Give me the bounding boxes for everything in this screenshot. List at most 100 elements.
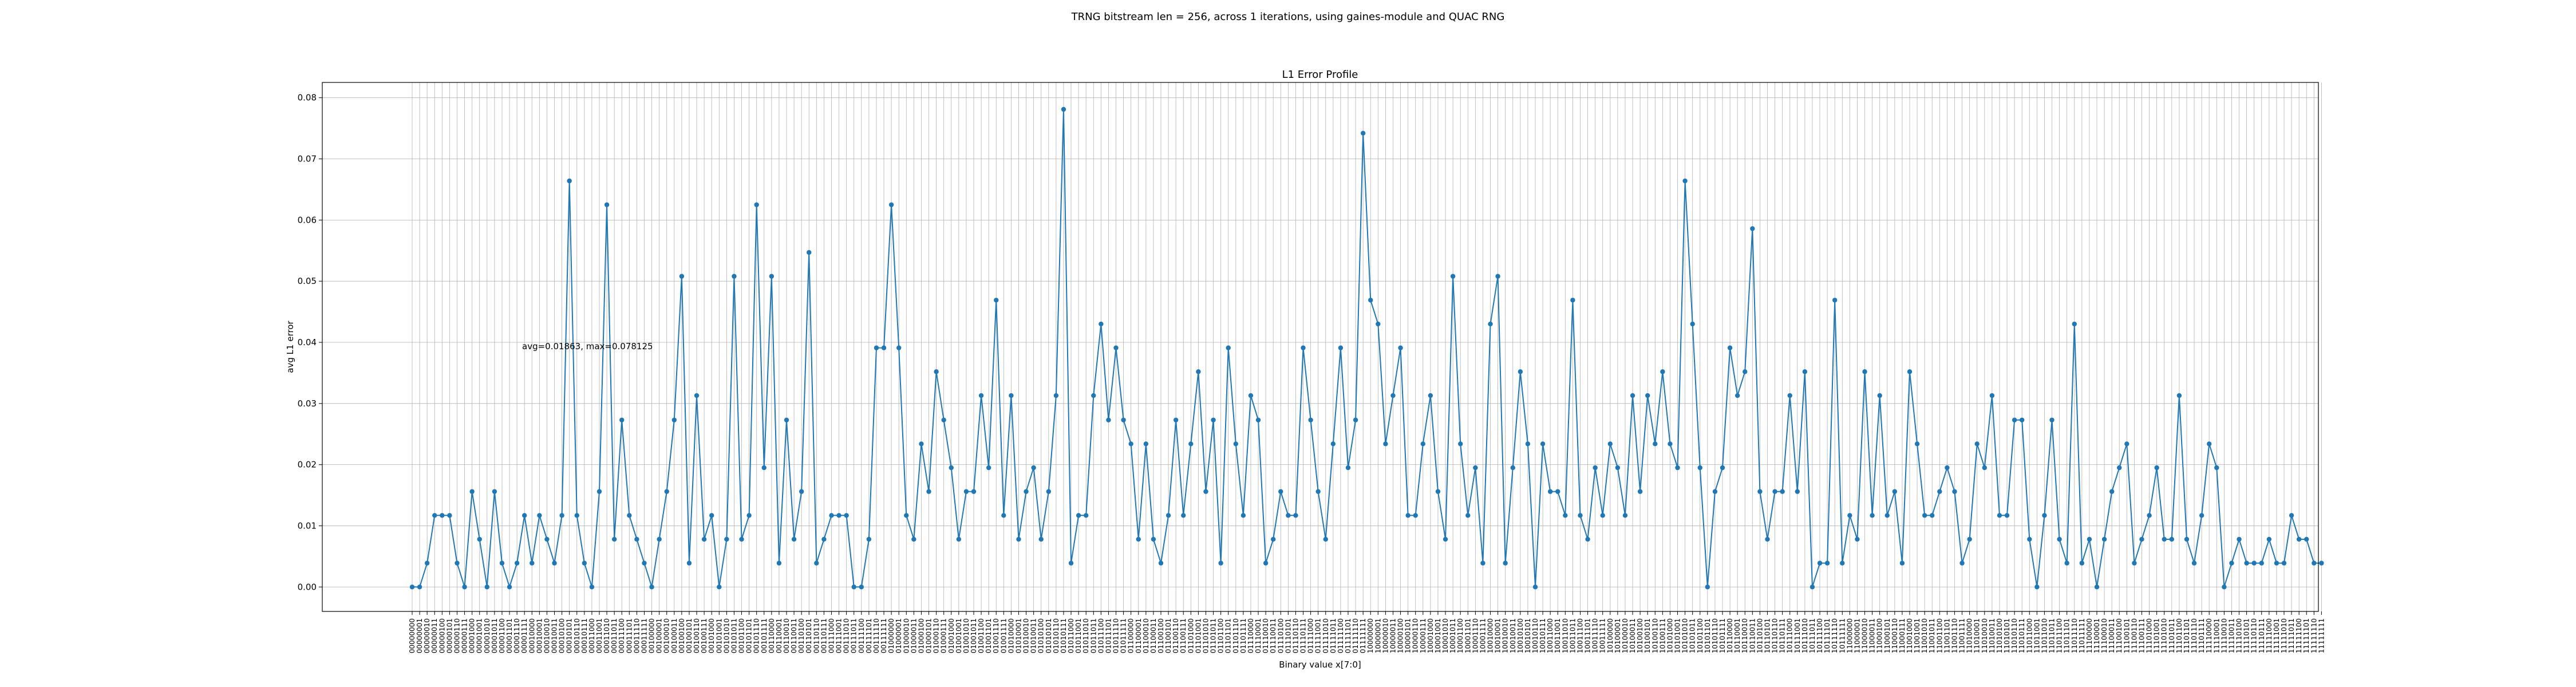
x-tick-label: 01000111 (940, 618, 948, 653)
data-point (1735, 393, 1740, 398)
y-axis-label: avg L1 error (285, 320, 295, 373)
data-point (2109, 489, 2115, 494)
data-point (694, 393, 700, 398)
data-point (1870, 513, 1875, 518)
x-tick-label: 01100001 (1135, 618, 1143, 653)
data-point (664, 489, 669, 494)
x-tick-label: 01100010 (1142, 618, 1150, 653)
data-point (2117, 465, 2122, 471)
data-point (829, 513, 834, 518)
x-tick-label: 00100000 (648, 618, 656, 653)
data-point (1892, 489, 1898, 494)
x-tick-label: 01111111 (1359, 618, 1367, 653)
x-tick-label: 01011010 (1082, 618, 1090, 653)
x-tick-label: 10110110 (1771, 618, 1779, 653)
x-tick-label: 00100011 (670, 618, 678, 653)
data-point (1301, 345, 1306, 350)
x-tick-label: 10001111 (1479, 618, 1487, 653)
data-point (2027, 536, 2032, 542)
x-tick-label: 00111111 (880, 618, 888, 653)
data-point (2049, 417, 2055, 423)
x-tick-label: 10000000 (1366, 618, 1374, 653)
data-point (686, 560, 692, 566)
x-tick-label: 11101110 (2190, 618, 2198, 653)
x-tick-label: 10000001 (1374, 618, 1382, 653)
x-tick-label: 10011011 (1568, 618, 1577, 653)
data-point (2251, 560, 2257, 566)
x-tick-label: 01111101 (1344, 618, 1352, 653)
x-tick-label: 11000110 (1891, 618, 1899, 653)
data-point (2124, 441, 2129, 447)
x-tick-label: 10010001 (1494, 618, 1502, 653)
x-tick-label: 10110001 (1733, 618, 1741, 653)
data-point (1743, 369, 1748, 374)
x-tick-label: 00000000 (408, 618, 416, 653)
data-point (1757, 489, 1763, 494)
x-tick-label: 10110010 (1741, 618, 1749, 653)
x-tick-label: 01101000 (1187, 618, 1195, 653)
x-tick-label: 11010110 (2010, 618, 2018, 653)
x-tick-label: 01010111 (1060, 618, 1068, 653)
data-point (1383, 441, 1388, 447)
x-tick-label: 01100000 (1127, 618, 1135, 653)
data-point (1653, 441, 1658, 447)
x-tick-label: 10000110 (1412, 618, 1420, 653)
data-point (1982, 465, 1987, 471)
x-tick-label: 10111011 (1808, 618, 1816, 653)
x-tick-label: 01111010 (1322, 618, 1330, 653)
data-point (739, 536, 744, 542)
x-tick-label: 11000010 (1861, 618, 1869, 653)
data-point (963, 489, 969, 494)
data-point (1099, 321, 1104, 327)
data-point (2296, 536, 2302, 542)
x-tick-label: 10011111 (1599, 618, 1607, 653)
y-tick-label: 0.02 (298, 460, 317, 470)
x-tick-label: 10001101 (1464, 618, 1472, 653)
data-point (1705, 585, 1710, 590)
data-point (1024, 489, 1029, 494)
data-point (559, 513, 564, 518)
data-point (424, 560, 430, 566)
x-tick-label: 10000100 (1397, 618, 1405, 653)
data-point (821, 536, 827, 542)
data-point (1121, 417, 1126, 423)
x-tick-label: 01110011 (1269, 618, 1277, 653)
data-point (1473, 465, 1478, 471)
x-tick-label: 11010010 (1981, 618, 1989, 653)
data-point (1016, 536, 1021, 542)
plot-frame (322, 82, 2319, 612)
x-tick-label: 11011100 (2056, 618, 2064, 653)
x-tick-label: 01011000 (1067, 618, 1075, 653)
data-point (417, 585, 422, 590)
data-point (1413, 513, 1418, 518)
data-point (1899, 560, 1905, 566)
x-tick-label: 10101100 (1696, 618, 1704, 653)
x-tick-label: 10010000 (1487, 618, 1495, 653)
x-tick-label: 00111101 (865, 618, 873, 653)
data-point (2289, 513, 2294, 518)
x-tick-label: 11000011 (1868, 618, 1876, 653)
x-tick-label: 10000111 (1419, 618, 1427, 653)
x-tick-label: 01001000 (947, 618, 955, 653)
data-point (732, 274, 737, 279)
data-point (2147, 513, 2152, 518)
data-point (724, 536, 729, 542)
data-point (604, 202, 610, 207)
x-tick-label: 10101000 (1666, 618, 1674, 653)
data-point (791, 536, 797, 542)
data-point (754, 202, 759, 207)
x-tick-label: 11101010 (2160, 618, 2168, 653)
x-tick-label: 11110111 (2258, 618, 2266, 653)
x-tick-label: 10010101 (1524, 618, 1532, 653)
x-tick-label: 10011010 (1561, 618, 1569, 653)
data-point (784, 417, 789, 423)
data-point (994, 298, 999, 303)
x-tick-label: 10011110 (1591, 618, 1599, 653)
x-tick-label: 10000101 (1404, 618, 1412, 653)
x-tick-label: 01100111 (1179, 618, 1187, 653)
data-point (1675, 465, 1680, 471)
data-point (679, 274, 685, 279)
data-point (2087, 536, 2092, 542)
data-point (1293, 513, 1298, 518)
data-point (814, 560, 819, 566)
